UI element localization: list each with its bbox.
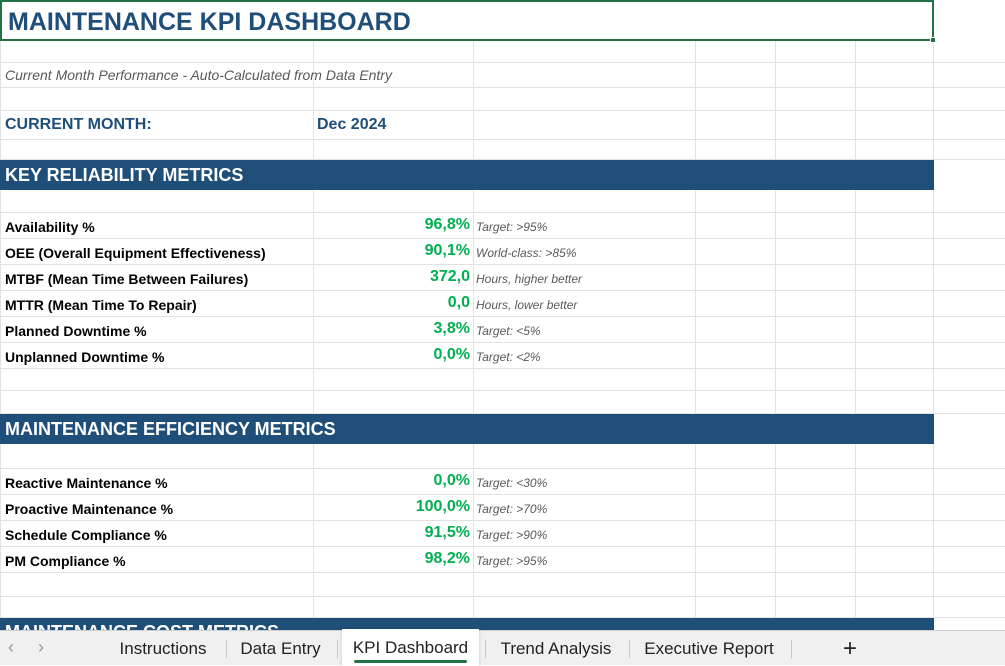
metric-label[interactable]: Schedule Compliance %	[5, 527, 167, 543]
metric-value[interactable]: 90,1%	[424, 242, 470, 259]
metric-label[interactable]: MTTR (Mean Time To Repair)	[5, 297, 197, 313]
metric-note[interactable]: Target: >90%	[476, 528, 548, 542]
metric-note[interactable]: Target: <2%	[476, 350, 541, 364]
metric-note[interactable]: Target: <30%	[476, 476, 548, 490]
metric-value[interactable]: 98,2%	[424, 550, 470, 567]
metric-note[interactable]: Hours, lower better	[476, 298, 578, 312]
metric-label[interactable]: Planned Downtime %	[5, 323, 147, 339]
metric-note[interactable]: Hours, higher better	[476, 272, 583, 286]
metric-value[interactable]: 0,0%	[433, 346, 470, 363]
fill-handle[interactable]	[930, 37, 936, 43]
metric-value[interactable]: 372,0	[429, 268, 470, 285]
page-title: MAINTENANCE KPI DASHBOARD	[8, 8, 411, 36]
current-month-label: CURRENT MONTH:	[5, 116, 152, 133]
metric-note[interactable]: World-class: >85%	[476, 246, 577, 260]
scroll-right-icon[interactable]: ›	[38, 637, 44, 657]
metric-value[interactable]: 0,0%	[433, 472, 470, 489]
tab-trend-analysis[interactable]: Trend Analysis	[500, 638, 612, 658]
subtitle: Current Month Performance - Auto-Calcula…	[5, 67, 392, 83]
current-month-value[interactable]: Dec 2024	[317, 116, 387, 133]
metric-value[interactable]: 100,0%	[415, 498, 470, 515]
metric-label[interactable]: Reactive Maintenance %	[5, 475, 168, 491]
metric-note[interactable]: Target: <5%	[476, 324, 541, 338]
tab-instructions[interactable]: Instructions	[119, 638, 207, 658]
metric-label[interactable]: Proactive Maintenance %	[5, 501, 174, 517]
sheet-tab-bar: ‹ › Instructions Data Entry KPI Dashboar…	[0, 629, 1005, 666]
section-header-efficiency: MAINTENANCE EFFICIENCY METRICS	[0, 414, 934, 444]
metric-label[interactable]: PM Compliance %	[5, 553, 126, 569]
metric-label[interactable]: MTBF (Mean Time Between Failures)	[5, 271, 249, 287]
section-header-cost: MAINTENANCE COST METRICS	[0, 618, 934, 630]
tab-executive-report[interactable]: Executive Report	[644, 638, 774, 658]
metric-label[interactable]: Unplanned Downtime %	[5, 349, 165, 365]
add-sheet-button[interactable]: +	[842, 634, 857, 662]
metric-label[interactable]: Availability %	[5, 219, 95, 235]
metric-value[interactable]: 91,5%	[424, 524, 470, 541]
tab-kpi-dashboard[interactable]: KPI Dashboard	[342, 629, 479, 666]
worksheet-grid[interactable]: MAINTENANCE KPI DASHBOARD Current Month …	[0, 0, 1005, 630]
metric-value[interactable]: 96,8%	[424, 216, 470, 233]
scroll-left-icon[interactable]: ‹	[8, 637, 14, 657]
metric-value[interactable]: 3,8%	[433, 320, 470, 337]
metric-note[interactable]: Target: >70%	[476, 502, 548, 516]
selected-title-cell[interactable]: MAINTENANCE KPI DASHBOARD	[0, 0, 936, 43]
section-header-reliability: KEY RELIABILITY METRICS	[0, 160, 934, 190]
tab-data-entry[interactable]: Data Entry	[240, 638, 321, 658]
metric-label[interactable]: OEE (Overall Equipment Effectiveness)	[5, 245, 266, 261]
metric-note[interactable]: Target: >95%	[476, 220, 548, 234]
metric-value[interactable]: 0,0	[447, 294, 470, 311]
metric-note[interactable]: Target: >95%	[476, 554, 548, 568]
